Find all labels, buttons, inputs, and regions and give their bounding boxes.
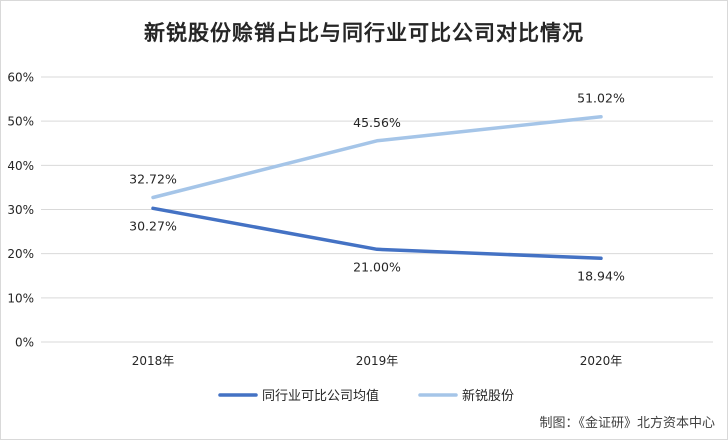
x-tick-label: 2018年 [132, 354, 175, 368]
series-lines [151, 114, 603, 261]
legend-label: 同行业可比公司均值 [262, 388, 379, 404]
series-line [151, 114, 603, 200]
x-tick-label: 2020年 [580, 354, 623, 368]
data-label: 18.94% [577, 268, 625, 283]
y-tick-label: 60% [7, 71, 34, 85]
source-caption: 制图：《金证研》北方资本中心 [539, 416, 715, 431]
x-axis-ticks: 2018年 2019年 2020年 [132, 354, 623, 368]
data-label: 51.02% [577, 91, 625, 106]
y-tick-label: 10% [7, 291, 34, 305]
y-tick-label: 30% [7, 203, 34, 217]
y-tick-label: 20% [7, 247, 34, 261]
y-tick-label: 50% [7, 115, 34, 129]
legend-label: 新锐股份 [462, 388, 514, 404]
series-line [151, 206, 603, 261]
y-axis-ticks: 0% 10% 20% 30% 40% 50% 60% [7, 71, 34, 350]
x-tick-label: 2019年 [356, 354, 399, 368]
legend: 同行业可比公司均值 新锐股份 [218, 388, 514, 404]
data-label: 32.72% [129, 171, 177, 186]
data-label: 45.56% [353, 115, 401, 130]
y-tick-label: 0% [15, 336, 34, 350]
y-tick-label: 40% [7, 159, 34, 173]
data-label: 21.00% [353, 259, 401, 274]
data-label: 30.27% [129, 218, 177, 233]
data-labels: 30.27% 21.00% 18.94% 32.72% 45.56% 51.02% [129, 91, 625, 284]
chart-title: 新锐股份赊销占比与同行业可比公司对比情况 [144, 21, 584, 45]
